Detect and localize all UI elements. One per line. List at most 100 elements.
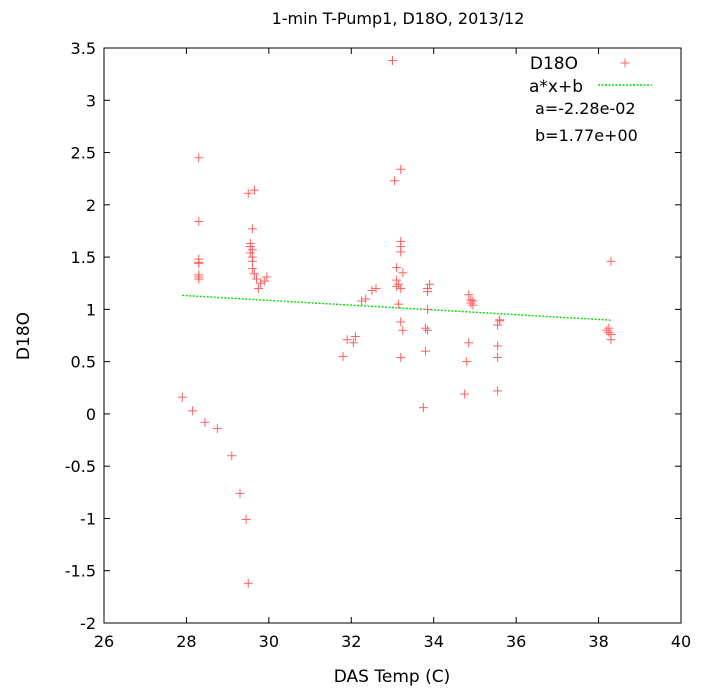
legend: D18O a*x+b a=-2.28e-02 b=1.77e+00	[529, 54, 652, 145]
data-point	[247, 264, 257, 274]
data-point	[418, 403, 428, 413]
data-point	[247, 224, 257, 234]
x-axis: 26 28 30 32 34 36 38 40	[94, 48, 691, 651]
data-point	[241, 515, 251, 524]
data-point	[604, 323, 614, 333]
data-point	[177, 392, 187, 402]
data-point	[420, 323, 430, 333]
data-point	[342, 335, 352, 345]
y-tick-label: 2	[86, 196, 96, 215]
y-axis: -2 -1.5 -1 -0.5 0 0.5 1 1.5 2 2.5 3 3.5	[65, 39, 681, 633]
x-tick-label: 32	[341, 632, 361, 651]
data-point	[235, 488, 245, 498]
data-point	[394, 299, 404, 309]
data-point	[212, 424, 222, 434]
y-tick-label: -1.5	[65, 562, 96, 581]
data-point	[188, 406, 198, 416]
annotation-a: a=-2.28e-02	[535, 99, 636, 118]
data-point	[348, 338, 358, 348]
data-point	[493, 341, 503, 351]
data-point	[249, 269, 259, 279]
data-point	[396, 317, 406, 327]
legend-label-fit: a*x+b	[529, 77, 583, 97]
data-point	[423, 283, 433, 293]
data-point	[245, 248, 255, 258]
x-axis-label: DAS Temp (C)	[334, 667, 450, 687]
x-tick-label: 28	[176, 632, 196, 651]
data-point	[262, 272, 272, 282]
fit-line	[182, 294, 611, 321]
y-tick-label: 3	[86, 91, 96, 110]
chart-title: 1-min T-Pump1, D18O, 2013/12	[272, 9, 525, 28]
data-point	[361, 294, 371, 304]
data-point	[388, 56, 397, 66]
y-tick-label: 0	[86, 405, 96, 424]
y-tick-label: 1	[86, 300, 96, 319]
data-point	[249, 185, 259, 195]
data-point	[243, 188, 253, 198]
data-point	[200, 417, 210, 427]
y-tick-label: 2.5	[71, 144, 96, 163]
x-tick-label: 36	[506, 632, 526, 651]
data-point	[243, 578, 253, 588]
data-point	[493, 352, 503, 362]
data-point	[398, 325, 408, 335]
y-tick-label: 3.5	[71, 39, 96, 58]
scatter-points	[177, 56, 616, 588]
x-tick-label: 34	[424, 632, 444, 651]
legend-marker-d18o	[620, 58, 630, 68]
data-point	[425, 279, 435, 289]
data-point	[464, 338, 474, 348]
data-point	[420, 346, 430, 356]
data-point	[394, 279, 404, 289]
data-point	[423, 304, 433, 314]
data-point	[396, 352, 406, 362]
data-point	[357, 296, 367, 306]
plot-frame	[103, 47, 682, 624]
x-tick-label: 30	[259, 632, 279, 651]
data-point	[396, 164, 406, 174]
data-point	[371, 283, 381, 293]
data-point	[251, 274, 261, 284]
x-tick-label: 40	[671, 632, 691, 651]
data-point	[254, 283, 264, 293]
data-point	[468, 296, 478, 306]
data-point	[227, 451, 237, 461]
y-tick-label: 0.5	[71, 353, 96, 372]
data-point	[194, 258, 204, 268]
data-point	[390, 176, 400, 186]
data-point	[606, 335, 616, 345]
data-point	[398, 268, 408, 278]
data-point	[392, 281, 402, 291]
data-point	[602, 325, 612, 335]
data-point	[466, 298, 476, 308]
annotation-b: b=1.77e+00	[535, 126, 638, 145]
data-point	[460, 389, 470, 399]
data-point	[464, 290, 474, 300]
data-point	[396, 247, 406, 257]
fit-line-group	[182, 294, 611, 321]
data-point	[260, 276, 270, 286]
data-point	[367, 286, 377, 296]
data-point	[493, 386, 503, 396]
data-point	[350, 332, 360, 342]
data-point	[462, 357, 472, 367]
data-point	[194, 217, 204, 227]
data-point	[392, 263, 402, 273]
data-point	[194, 153, 204, 163]
y-tick-label: 1.5	[71, 248, 96, 267]
legend-label-d18o: D18O	[530, 54, 578, 74]
y-tick-label: -0.5	[65, 457, 96, 476]
y-axis-label: D18O	[14, 312, 34, 360]
data-point	[396, 283, 406, 293]
data-point	[256, 278, 266, 288]
y-tick-label: -1	[80, 509, 96, 528]
data-point	[423, 325, 433, 335]
data-point	[495, 315, 505, 325]
data-point	[338, 351, 348, 361]
x-tick-label: 38	[588, 632, 608, 651]
x-tick-label: 26	[94, 632, 114, 651]
data-point	[606, 256, 616, 266]
data-point	[493, 320, 503, 330]
